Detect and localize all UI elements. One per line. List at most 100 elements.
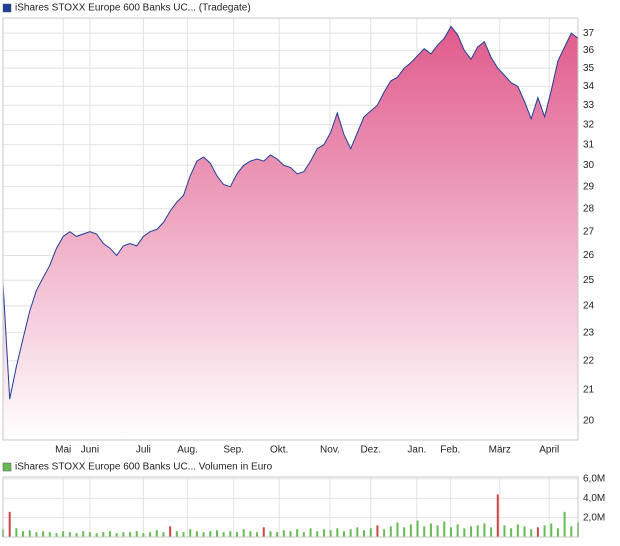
volume-bar — [249, 531, 252, 537]
volume-bar — [429, 523, 432, 537]
y-tick-label: 22 — [583, 355, 595, 366]
volume-bar — [342, 531, 345, 537]
volume-bar — [142, 533, 145, 537]
volume-bar — [322, 529, 325, 537]
volume-bar — [530, 529, 533, 537]
volume-bar — [423, 526, 426, 537]
volume-bar — [470, 526, 473, 537]
volume-bar — [282, 530, 285, 537]
volume-bar — [162, 532, 165, 537]
price-area — [3, 26, 578, 441]
y-tick-label: 32 — [583, 119, 595, 130]
volume-bar — [15, 528, 18, 537]
y-tick-label: 28 — [583, 203, 595, 214]
y-tick-label: 24 — [583, 301, 595, 312]
y-tick-label: 34 — [583, 81, 595, 92]
volume-bar — [483, 523, 486, 537]
x-tick-label: Juni — [81, 445, 99, 456]
legend-entry: iShares STOXX Europe 600 Banks UC... (Tr… — [15, 3, 251, 14]
volume-bar — [102, 532, 105, 537]
volume-bar — [35, 532, 38, 537]
x-tick-label: Okt. — [270, 445, 288, 456]
volume-bar — [443, 521, 446, 537]
volume-bar — [302, 532, 305, 537]
volume-bar — [356, 527, 359, 537]
volume-bar — [209, 531, 212, 537]
volume-bar — [115, 533, 118, 537]
volume-bar — [389, 526, 392, 537]
volume-bar — [229, 531, 232, 537]
y-tick-label: 35 — [583, 63, 595, 74]
volume-bar — [276, 532, 279, 537]
x-tick-label: Feb. — [440, 445, 460, 456]
y-tick-label: 2,0M — [583, 512, 605, 523]
y-tick-label: 21 — [583, 385, 595, 396]
volume-bar — [409, 524, 412, 537]
volume-bar — [242, 529, 245, 537]
volume-bar — [463, 528, 466, 537]
volume-bar — [8, 511, 11, 537]
x-tick-label: Jan. — [407, 445, 426, 456]
volume-bar — [383, 529, 386, 537]
volume-bar — [476, 525, 479, 537]
x-tick-label: April — [539, 445, 559, 456]
volume-bar — [550, 523, 553, 537]
volume-bar — [155, 530, 158, 537]
x-tick-label: Dez. — [360, 445, 381, 456]
volume-bar — [396, 522, 399, 537]
legend-entry: iShares STOXX Europe 600 Banks UC... Vol… — [15, 462, 273, 473]
volume-bar — [309, 528, 312, 537]
volume-bar — [329, 530, 332, 537]
volume-bar — [403, 527, 406, 537]
volume-bar — [48, 532, 51, 537]
y-tick-label: 6,0M — [583, 474, 605, 485]
legend-swatch — [2, 462, 12, 472]
volume-bar — [556, 528, 559, 537]
volume-bar — [189, 529, 192, 537]
volume-bar — [22, 531, 25, 537]
y-tick-label: 27 — [583, 226, 595, 237]
volume-bar — [416, 520, 419, 537]
volume-bar — [55, 533, 58, 537]
x-tick-label: Sep. — [223, 445, 244, 456]
volume-bar — [129, 532, 132, 537]
y-tick-label: 4,0M — [583, 493, 605, 504]
x-tick-label: Nov. — [320, 445, 340, 456]
volume-bar — [516, 524, 519, 537]
price-line — [2, 25, 579, 400]
volume-bar — [122, 532, 125, 537]
volume-bar — [28, 530, 31, 537]
volume-bar — [202, 532, 205, 537]
volume-bar — [215, 530, 218, 537]
volume-bar — [316, 531, 319, 537]
y-tick-label: 29 — [583, 181, 595, 192]
volume-bar — [175, 531, 178, 537]
x-tick-label: Juli — [136, 445, 151, 456]
volume-bar — [262, 527, 265, 537]
volume-bar — [108, 531, 111, 537]
volume-bar — [182, 532, 185, 537]
y-tick-label: 30 — [583, 160, 595, 171]
y-tick-label: 37 — [583, 28, 595, 39]
x-tick-label: Aug. — [177, 445, 198, 456]
volume-bar — [269, 531, 272, 537]
volume-bar — [42, 531, 45, 537]
volume-bar — [149, 532, 152, 537]
volume-bar — [510, 528, 513, 537]
volume-bar — [88, 532, 91, 537]
volume-bar — [496, 494, 499, 537]
volume-bar — [543, 525, 546, 537]
y-tick-label: 36 — [583, 45, 595, 56]
legend-swatch — [2, 3, 12, 13]
volume-bar — [503, 525, 506, 537]
volume-bar — [563, 511, 566, 537]
volume-bar — [68, 532, 71, 537]
volume-bar — [376, 525, 379, 537]
y-tick-label: 31 — [583, 139, 595, 150]
y-tick-label: 25 — [583, 275, 595, 286]
volume-bar — [336, 528, 339, 537]
volume-bar — [436, 525, 439, 537]
volume-bar — [449, 527, 452, 537]
volume-bar — [95, 533, 98, 537]
